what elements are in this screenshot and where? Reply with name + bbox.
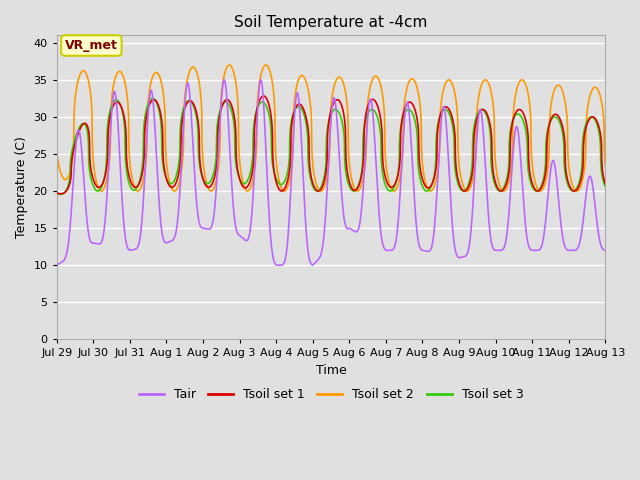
Text: VR_met: VR_met bbox=[65, 39, 118, 52]
Legend: Tair, Tsoil set 1, Tsoil set 2, Tsoil set 3: Tair, Tsoil set 1, Tsoil set 2, Tsoil se… bbox=[134, 383, 529, 406]
X-axis label: Time: Time bbox=[316, 364, 346, 377]
Y-axis label: Temperature (C): Temperature (C) bbox=[15, 136, 28, 238]
Title: Soil Temperature at -4cm: Soil Temperature at -4cm bbox=[234, 15, 428, 30]
